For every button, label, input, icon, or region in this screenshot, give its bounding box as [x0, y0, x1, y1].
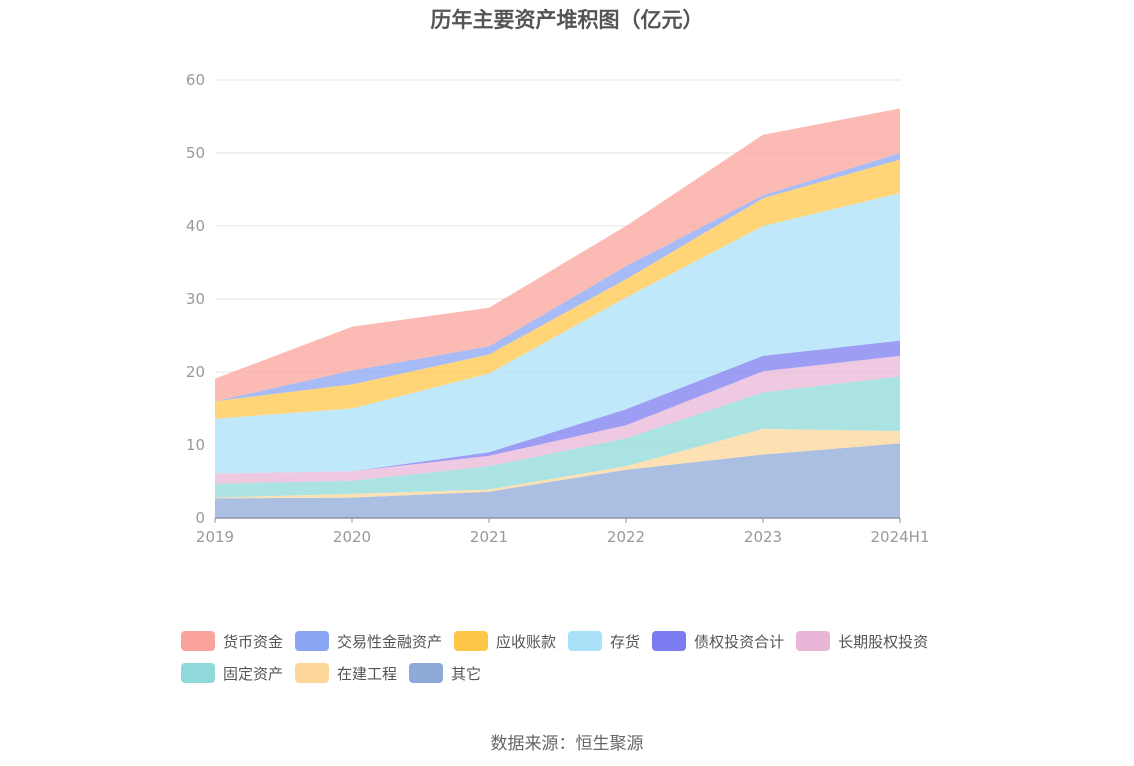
x-tick-label: 2019 [196, 528, 234, 546]
legend-swatch [454, 631, 489, 651]
area-series-交易性金融资产[interactable] [215, 153, 900, 402]
y-tick-label: 20 [186, 363, 205, 381]
legend-item[interactable]: 其它 [409, 662, 481, 684]
area-series [215, 108, 900, 518]
legend-label: 债权投资合计 [694, 632, 785, 651]
legend-label: 交易性金融资产 [337, 632, 443, 651]
y-tick-label: 60 [186, 71, 205, 89]
area-series-固定资产[interactable] [215, 376, 900, 498]
legend-item[interactable]: 交易性金融资产 [295, 630, 442, 652]
y-tick-label: 0 [195, 509, 205, 527]
legend-swatch [295, 663, 330, 683]
data-source: 数据来源：恒生聚源 [490, 734, 644, 754]
area-series-货币资金[interactable] [215, 108, 900, 402]
x-tick-label: 2020 [333, 528, 371, 546]
legend: 货币资金 交易性金融资产 应收账款 存货 债权投资合计 长期股权投资 固定资产 在建工程 其它 [181, 630, 981, 694]
chart-title: 历年主要资产堆积图（亿元） [430, 8, 704, 32]
legend-item[interactable]: 应收账款 [454, 630, 556, 652]
legend-swatch [295, 631, 330, 651]
legend-swatch [796, 631, 831, 651]
legend-label: 其它 [451, 664, 482, 683]
legend-item[interactable]: 存货 [568, 630, 640, 652]
y-tick-label: 50 [186, 144, 205, 162]
area-series-在建工程[interactable] [215, 428, 900, 499]
x-tick-label: 2021 [470, 528, 508, 546]
legend-label: 应收账款 [496, 632, 557, 651]
legend-swatch [409, 663, 444, 683]
stacked-area-chart: 0 10 20 30 40 50 60 2019 2020 2021 2022 2023 2024H1 [186, 71, 930, 546]
legend-swatch [181, 663, 215, 683]
legend-row: 固定资产 在建工程 其它 [181, 662, 981, 694]
legend-item[interactable]: 货币资金 [181, 630, 283, 652]
legend-label: 货币资金 [223, 632, 284, 651]
legend-row: 货币资金 交易性金融资产 应收账款 存货 债权投资合计 长期股权投资 [181, 630, 981, 662]
y-tick-label: 10 [186, 436, 205, 454]
x-tick-label: 2023 [744, 528, 782, 546]
legend-label: 固定资产 [223, 664, 284, 683]
x-tick-label: 2024H1 [871, 528, 930, 546]
legend-label: 长期股权投资 [838, 632, 929, 651]
legend-swatch [568, 631, 603, 651]
y-tick-label: 30 [186, 290, 205, 308]
area-series-长期股权投资[interactable] [215, 355, 900, 484]
area-series-应收账款[interactable] [215, 159, 900, 419]
y-tick-label: 40 [186, 217, 205, 235]
axes: 0 10 20 30 40 50 60 2019 2020 2021 2022 2023 2024H1 [186, 71, 930, 546]
legend-item[interactable]: 债权投资合计 [652, 630, 784, 652]
legend-swatch [652, 631, 687, 651]
legend-item[interactable]: 长期股权投资 [796, 630, 928, 652]
area-series-存货[interactable] [215, 193, 900, 474]
legend-item[interactable]: 在建工程 [295, 662, 397, 684]
x-tick-label: 2022 [607, 528, 645, 546]
legend-label: 存货 [610, 632, 641, 651]
legend-label: 在建工程 [337, 664, 398, 683]
legend-item[interactable]: 固定资产 [181, 662, 283, 684]
legend-swatch [181, 631, 215, 651]
area-series-债权投资合计[interactable] [215, 340, 900, 474]
